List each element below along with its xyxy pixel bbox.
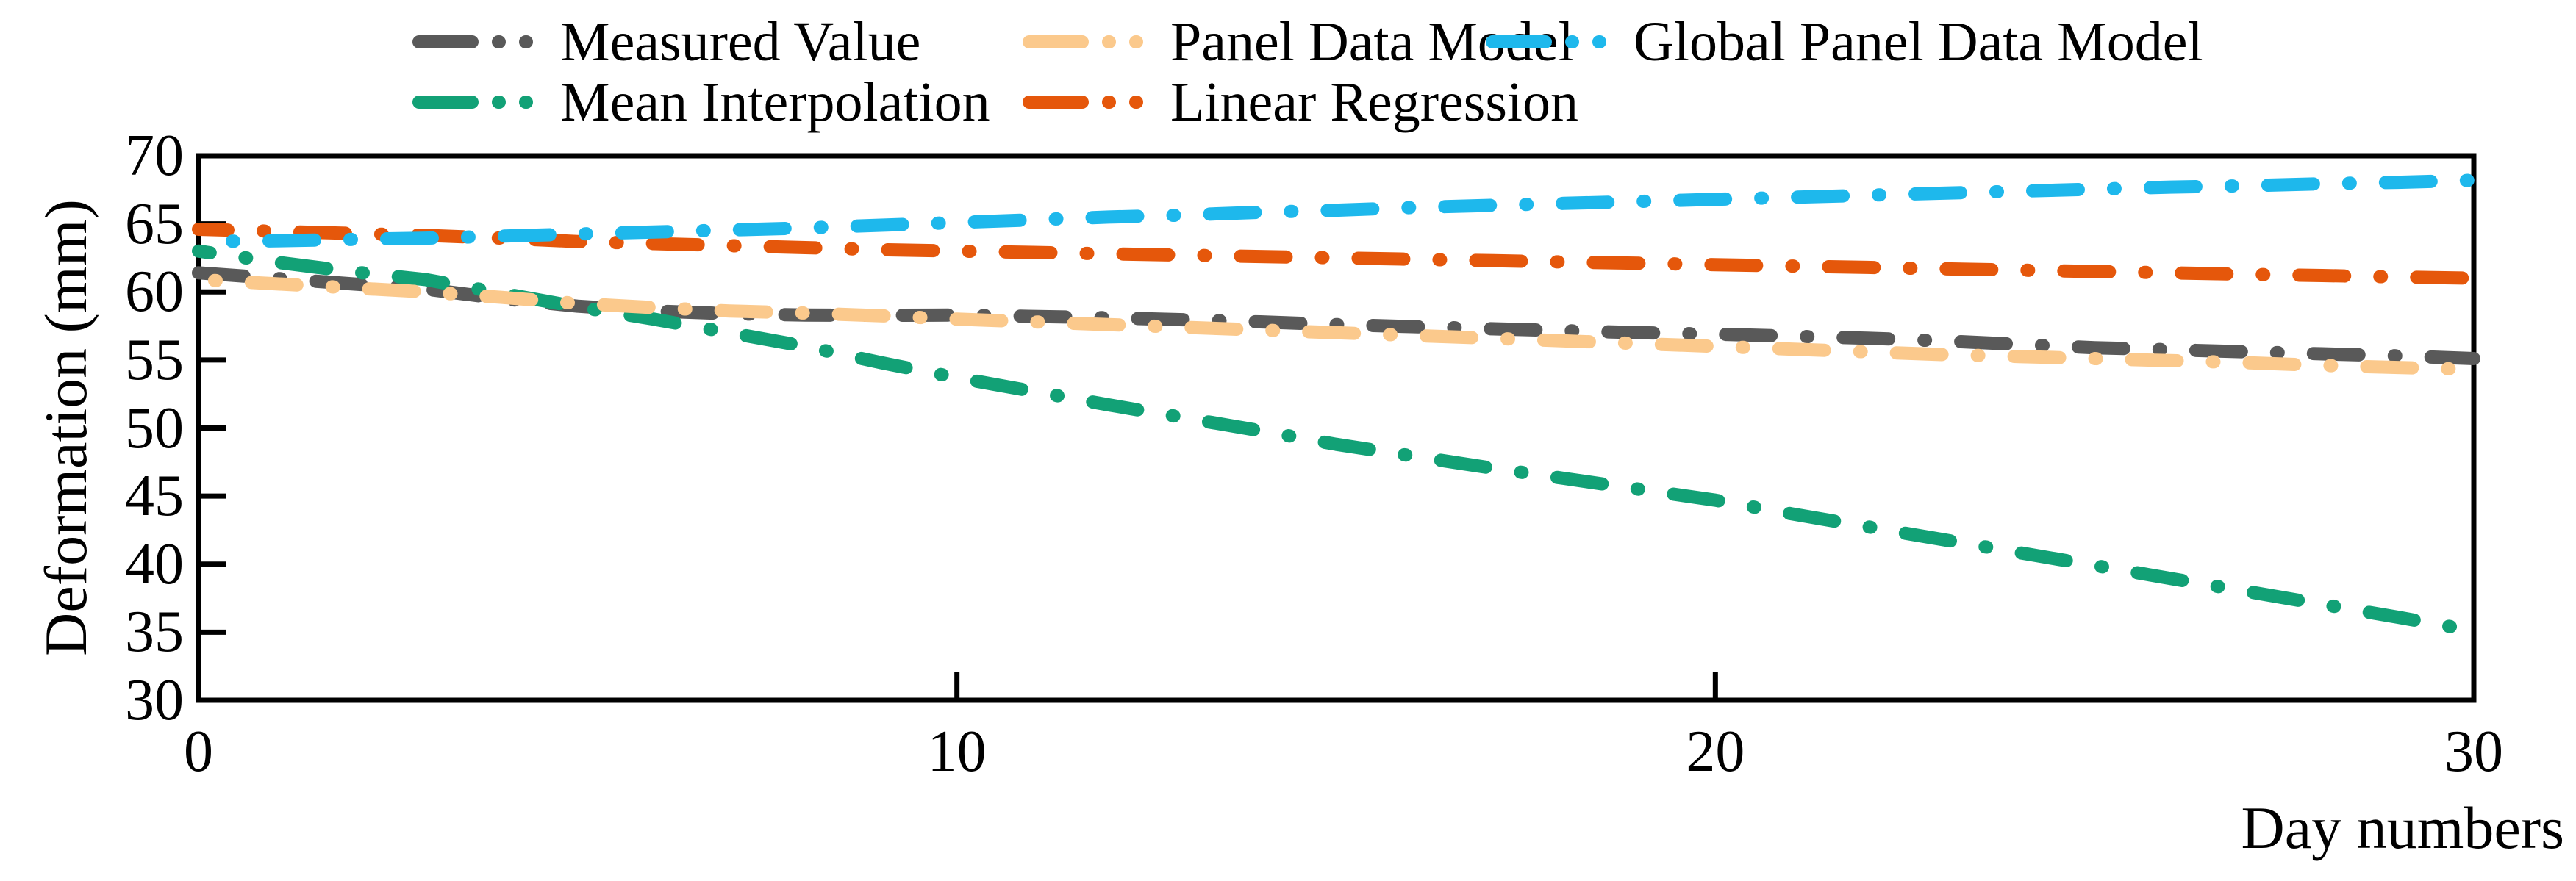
legend-swatch-line [1023, 35, 1162, 48]
y-tick-label: 30 [125, 668, 184, 733]
y-tick-label: 70 [125, 123, 184, 188]
series-line-mean-interpolation [192, 244, 2480, 638]
x-tick-label: 20 [1686, 719, 1745, 784]
legend-item-global-panel-data-model: Global Panel Data Model [1485, 12, 2203, 72]
y-tick-label: 35 [125, 600, 184, 665]
legend-label: Measured Value [560, 11, 921, 73]
legend-swatch-line [412, 35, 551, 48]
legend-swatch-line [1486, 35, 1625, 48]
legend-swatch-line [1023, 96, 1162, 109]
legend-swatch-line [412, 96, 551, 109]
x-axis-title: Day numbers [2241, 794, 2564, 861]
x-tick-label: 0 [184, 719, 213, 784]
series-line-measured-value [192, 266, 2480, 365]
x-tick-label: 30 [2444, 719, 2503, 784]
series-line-global-panel-data-model [192, 173, 2480, 248]
y-tick-label: 60 [125, 259, 184, 325]
y-tick-label: 55 [125, 327, 184, 392]
legend-label: Mean Interpolation [560, 71, 990, 133]
y-tick-label: 40 [125, 531, 184, 597]
legend-label: Global Panel Data Model [1634, 11, 2203, 73]
legend-item-measured-value: Measured Value [412, 12, 920, 72]
legend-item-linear-regression: Linear Regression [1022, 72, 1578, 132]
y-tick-label: 65 [125, 191, 184, 256]
series-line-panel-data-model [192, 273, 2480, 376]
x-tick-label: 10 [927, 719, 987, 784]
series-line-linear-regression [192, 223, 2480, 285]
y-tick-label: 50 [125, 395, 184, 461]
legend-item-mean-interpolation: Mean Interpolation [412, 72, 990, 132]
legend-label: Linear Regression [1170, 71, 1579, 133]
y-tick-label: 45 [125, 464, 184, 529]
y-axis-title: Deformation (mm) [32, 199, 99, 656]
